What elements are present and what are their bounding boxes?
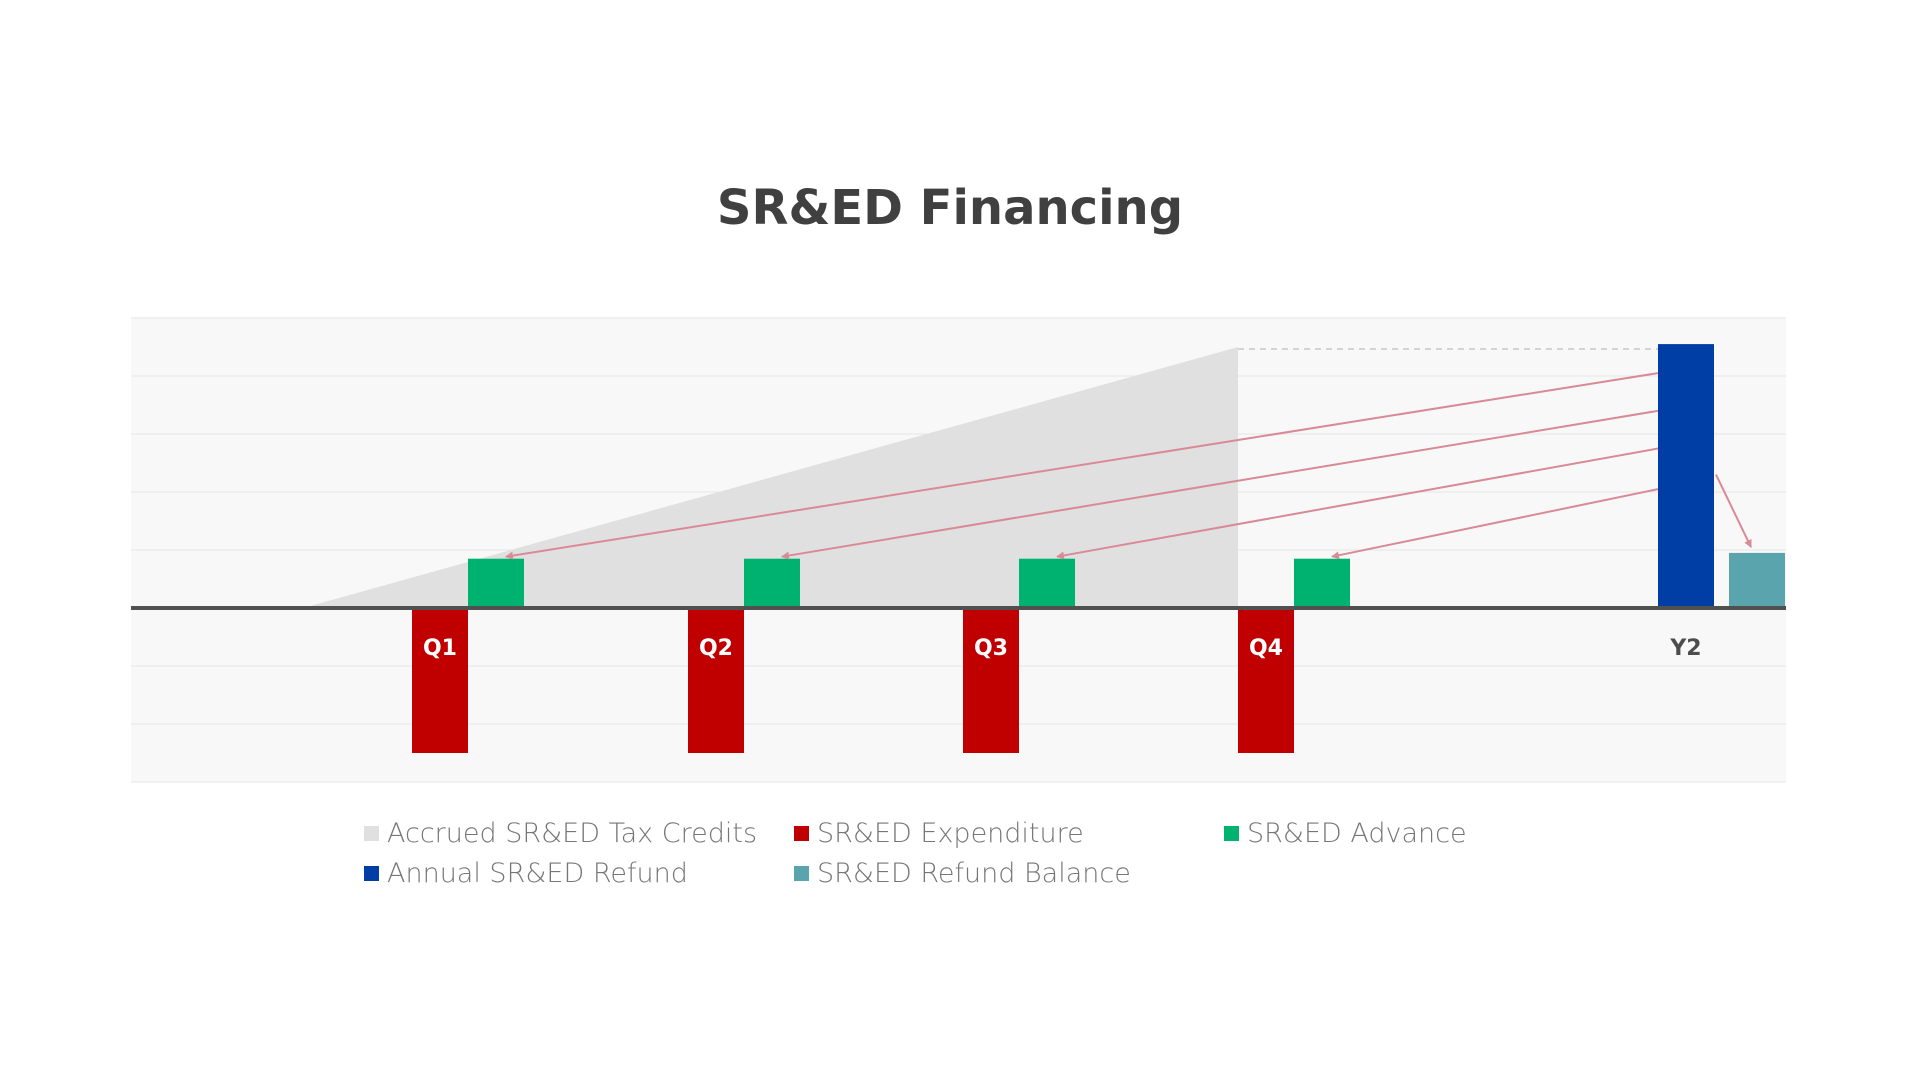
expenditure-bar <box>688 608 744 753</box>
legend-swatch-refund-balance <box>794 865 809 881</box>
legend-label-accrued: Accrued SR&ED Tax Credits <box>387 817 758 849</box>
refund-allocation-arrow <box>1331 488 1659 560</box>
legend-label-advance: SR&ED Advance <box>1247 817 1467 849</box>
legend-item-advance: SR&ED Advance <box>1224 817 1654 849</box>
expenditure-bar <box>412 608 468 753</box>
legend-label-annual-refund: Annual SR&ED Refund <box>387 857 688 889</box>
category-label-q1: Q1 <box>423 636 457 661</box>
category-label-q3: Q3 <box>974 636 1008 661</box>
legend-label-expenditure: SR&ED Expenditure <box>817 817 1084 849</box>
legend-swatch-annual-refund <box>364 865 379 881</box>
legend-swatch-expenditure <box>794 825 809 841</box>
advance-bar <box>1019 558 1075 608</box>
legend-item-accrued: Accrued SR&ED Tax Credits <box>364 817 794 849</box>
chart-title: SR&ED Financing <box>716 180 1184 236</box>
annual-refund-bar <box>1658 344 1714 608</box>
expenditure-bar <box>963 608 1019 753</box>
advance-bar <box>1294 558 1350 608</box>
category-label-q2: Q2 <box>699 636 733 661</box>
refund-allocation-arrow <box>505 372 1659 560</box>
chart-legend: Accrued SR&ED Tax Credits SR&ED Expendit… <box>364 817 1764 889</box>
advance-bar <box>468 558 524 608</box>
category-label-y2: Y2 <box>1669 636 1701 661</box>
legend-item-refund-balance: SR&ED Refund Balance <box>794 857 1224 889</box>
refund-balance-bar <box>1729 552 1785 608</box>
advance-bar <box>744 558 800 608</box>
legend-swatch-advance <box>1224 825 1239 841</box>
refund-balance-arrow <box>1715 474 1752 549</box>
refund-allocation-arrow <box>781 409 1659 560</box>
legend-item-annual-refund: Annual SR&ED Refund <box>364 857 794 889</box>
expenditure-bar <box>1238 608 1294 753</box>
refund-allocation-arrow <box>1056 447 1659 560</box>
category-label-q4: Q4 <box>1249 636 1283 661</box>
accrued-tax-credits-area <box>303 347 1238 608</box>
legend-label-refund-balance: SR&ED Refund Balance <box>817 857 1131 889</box>
legend-item-expenditure: SR&ED Expenditure <box>794 817 1224 849</box>
legend-swatch-accrued <box>364 825 379 841</box>
